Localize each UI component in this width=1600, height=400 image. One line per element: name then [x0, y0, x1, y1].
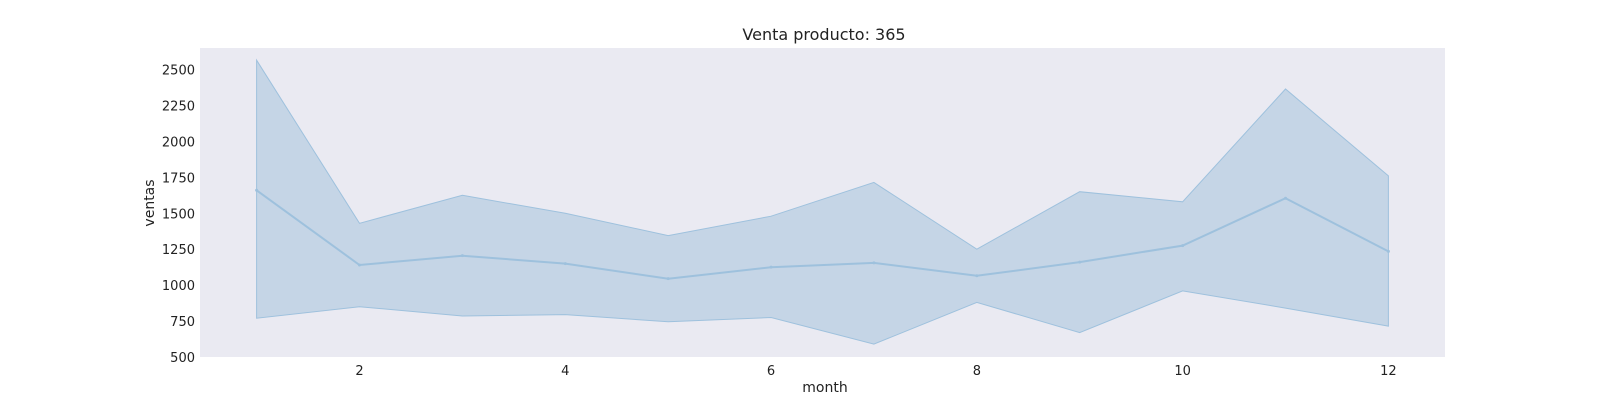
x-axis-label: month [802, 380, 847, 396]
y-tick-label: 750 [170, 315, 195, 330]
y-tick-label: 500 [170, 351, 195, 366]
data-point [563, 262, 567, 266]
x-axis-ticks: 2 4 6 8 10 12 [355, 364, 1396, 379]
y-tick-label: 1750 [162, 171, 195, 186]
y-axis-ticks: 500 750 1000 1250 1500 1750 2000 2250 2500 [162, 64, 195, 366]
x-tick-label: 10 [1174, 364, 1191, 379]
y-axis-label: ventas [142, 179, 158, 226]
data-point [666, 277, 670, 281]
x-tick-label: 12 [1380, 364, 1397, 379]
data-point [1284, 196, 1288, 200]
data-point [460, 254, 464, 258]
y-tick-label: 2500 [162, 64, 195, 79]
data-point [255, 188, 259, 192]
confidence-band [256, 58, 1389, 345]
x-tick-label: 2 [355, 364, 363, 379]
y-tick-label: 2250 [162, 99, 195, 114]
data-point [769, 265, 773, 269]
data-point [1386, 249, 1390, 253]
data-point [872, 261, 876, 265]
data-point [357, 263, 361, 267]
y-tick-label: 1500 [162, 207, 195, 222]
x-tick-label: 4 [561, 364, 569, 379]
confidence-band-layer [256, 58, 1389, 345]
data-point [1181, 244, 1185, 248]
chart-title: Venta producto: 365 [742, 25, 905, 44]
series-line-0 [256, 189, 1389, 280]
data-point [1078, 260, 1082, 264]
y-tick-label: 1250 [162, 243, 195, 258]
x-tick-label: 6 [767, 364, 775, 379]
series-line-layer [255, 188, 1390, 281]
x-tick-label: 8 [973, 364, 981, 379]
y-tick-label: 2000 [162, 135, 195, 150]
data-point [975, 274, 979, 278]
y-tick-label: 1000 [162, 279, 195, 294]
